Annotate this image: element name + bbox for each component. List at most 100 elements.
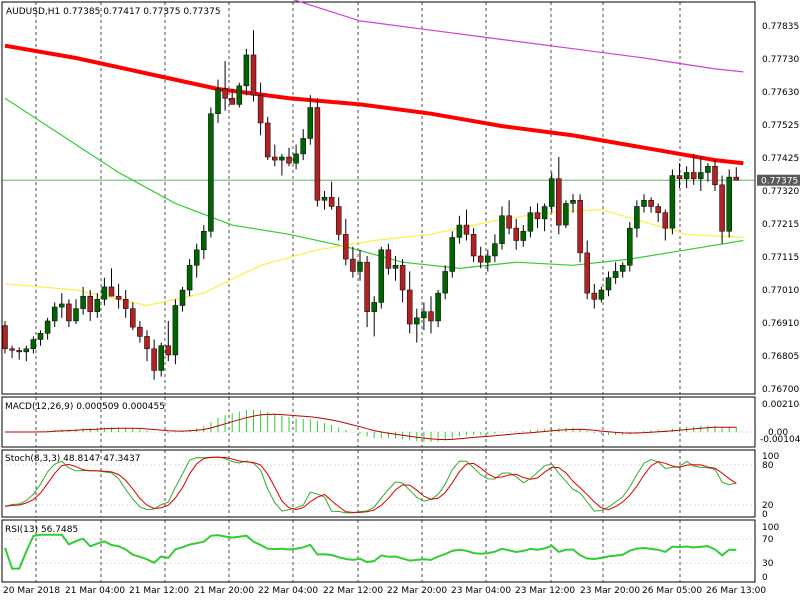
rsi-axis-label: 0	[762, 573, 768, 583]
bull-candle	[492, 243, 498, 257]
bear-candle	[662, 212, 669, 229]
bear-candle	[108, 286, 115, 297]
bear-candle	[364, 261, 370, 312]
bull-candle	[94, 299, 101, 312]
candles	[2, 30, 740, 380]
bear-candle	[591, 292, 598, 300]
bull-candle	[548, 178, 555, 207]
bear-candle	[151, 348, 157, 371]
bull-candle	[44, 320, 51, 334]
bull-candle	[37, 333, 44, 340]
bull-candle	[80, 295, 86, 309]
bear-candle	[2, 325, 8, 350]
bull-candle	[634, 206, 640, 229]
time-axis: 20 Mar 2018 21 Mar 04:00 21 Mar 12:00 21…	[3, 586, 766, 596]
bull-candle	[698, 172, 704, 179]
bear-candle	[712, 166, 718, 186]
bear-candle	[463, 224, 470, 235]
stoch-axis-label: 20	[762, 501, 774, 511]
rsi-axis-label: 70	[762, 535, 774, 545]
bear-candle	[719, 184, 725, 232]
bull-candle	[51, 306, 58, 322]
price-label: 0.77425	[762, 154, 799, 164]
bull-candle	[357, 261, 363, 272]
current-price-label: 0.77375	[761, 177, 798, 187]
bull-candle	[726, 176, 732, 232]
bull-candle	[669, 175, 676, 229]
price-label: 0.77320	[762, 187, 799, 197]
price-label: 0.76910	[762, 319, 799, 329]
price-axis: 0.77835 0.77730 0.77630 0.77525 0.77425 …	[762, 22, 799, 395]
time-label: 26 Mar 13:00	[706, 586, 766, 596]
price-label: 0.77730	[762, 55, 799, 65]
bear-candle	[577, 200, 583, 254]
bull-candle	[215, 88, 221, 114]
bull-candle	[612, 271, 619, 278]
price-label: 0.77115	[762, 253, 799, 263]
bull-candle	[527, 212, 534, 232]
price-panel: AUDUSD,H1 0.77385 0.77417 0.77375 0.7737…	[1, 0, 800, 395]
bull-candle	[705, 166, 711, 173]
bear-candle	[648, 200, 654, 207]
bear-candle	[335, 206, 342, 235]
price-label: 0.76805	[762, 352, 799, 362]
bull-candle	[23, 348, 30, 353]
bear-candle	[470, 234, 477, 257]
rsi-line	[4, 533, 737, 570]
bear-candle	[16, 350, 22, 353]
bull-candle	[371, 302, 377, 312]
bear-candle	[406, 289, 413, 325]
bear-candle	[264, 122, 271, 158]
bear-candle	[66, 303, 72, 322]
bear-candle	[477, 255, 484, 263]
bear-candle	[115, 295, 122, 300]
ma_magenta-line	[292, 0, 744, 73]
bear-candle	[222, 88, 228, 99]
stoch-label: Stoch(8,3,3) 48.8147 47.3437	[5, 454, 140, 464]
bull-candle	[321, 196, 328, 201]
bull-candle	[598, 289, 605, 300]
bear-candle	[144, 336, 150, 350]
bear-candle	[328, 196, 335, 207]
bull-candle	[456, 224, 463, 238]
symbol-header: AUDUSD,H1 0.77385 0.77417 0.77375 0.7737…	[6, 7, 221, 17]
bull-candle	[570, 200, 576, 204]
bear-candle	[655, 206, 661, 213]
bull-candle	[499, 215, 505, 244]
bear-candle	[272, 156, 278, 161]
bull-candle	[300, 138, 306, 155]
rsi-panel: RSI(13) 56.7485 100 70 30 0	[1, 519, 779, 583]
current-price-tag	[757, 174, 800, 186]
price-label: 0.77215	[762, 220, 799, 230]
bear-candle	[399, 265, 406, 291]
rsi-label: RSI(13) 56.7485	[5, 525, 78, 535]
bear-candle	[229, 97, 235, 105]
stoch-main-line	[4, 456, 737, 514]
stoch-axis-label: 100	[762, 452, 779, 462]
stoch-axis-label: 80	[762, 461, 774, 471]
bear-candle	[343, 234, 349, 260]
bull-candle	[307, 107, 314, 139]
bull-candle	[442, 271, 448, 294]
time-label: 23 Mar 20:00	[580, 586, 640, 596]
macd-label: MACD(12,26,9) 0.000509 0.000455	[5, 402, 165, 412]
bull-candle	[421, 311, 427, 319]
ma_red-line	[4, 43, 744, 166]
bear-candle	[350, 258, 356, 272]
bull-candle	[619, 265, 626, 272]
bull-candle	[73, 308, 79, 322]
bull-candle	[449, 237, 456, 272]
price-label: 0.76700	[762, 385, 799, 395]
bear-candle	[506, 215, 512, 229]
time-label: 23 Mar 04:00	[451, 586, 511, 596]
bear-candle	[130, 308, 136, 328]
macd-panel: MACD(12,26,9) 0.000509 0.000455 0.002104…	[1, 396, 800, 448]
bull-candle	[627, 227, 633, 266]
time-label: 22 Mar 04:00	[258, 586, 318, 596]
time-label: 21 Mar 04:00	[65, 586, 125, 596]
bull-candle	[293, 153, 299, 164]
bull-candle	[683, 172, 690, 179]
macd-axis-label: 0.00	[768, 428, 788, 438]
bull-candle	[101, 286, 108, 300]
